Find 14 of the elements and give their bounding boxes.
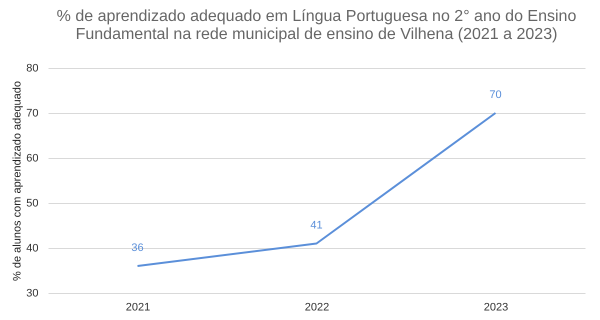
y-tick-label: 60 [26, 152, 38, 164]
y-tick-label: 30 [26, 288, 38, 300]
x-tick-label: 2022 [304, 302, 330, 314]
y-tick-label: 70 [26, 108, 38, 120]
data-label: 70 [489, 89, 502, 101]
y-tick-label: 80 [26, 62, 38, 74]
y-tick-label: 40 [26, 242, 38, 254]
data-label: 36 [131, 242, 144, 254]
x-tick-label: 2021 [126, 302, 150, 314]
data-label: 41 [310, 220, 323, 232]
y-tick-label: 50 [26, 198, 38, 210]
chart-title: % de aprendizado adequado em Língua Portuguesa no 2° ano do Ensino Fundamental na rede municipal de ensino de Vilhena (2021 a 2023) [56, 8, 576, 43]
x-tick-label: 2023 [484, 302, 508, 314]
y-axis-title: % de alunos com aprendizado adequado [11, 81, 24, 281]
